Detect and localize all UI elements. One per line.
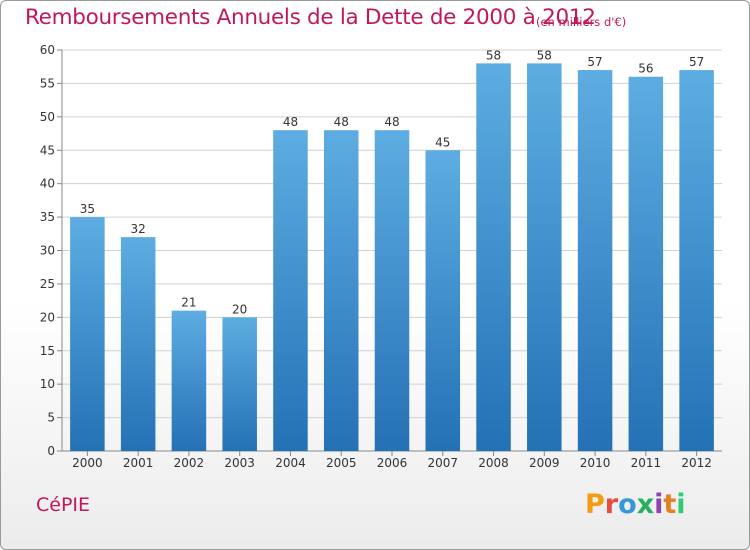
x-tick-label: 2010 — [580, 456, 611, 470]
x-tick-label: 2012 — [681, 456, 712, 470]
x-tick-label: 2009 — [529, 456, 560, 470]
chart-title: Remboursements Annuels de la Dette de 20… — [25, 5, 596, 30]
bar-value-label: 20 — [232, 302, 247, 316]
bar — [273, 130, 308, 451]
x-tick-label: 2003 — [224, 456, 255, 470]
y-tick-label: 5 — [47, 411, 55, 425]
bar-value-label: 58 — [537, 48, 552, 62]
y-tick-label: 50 — [40, 110, 55, 124]
bar-value-label: 35 — [80, 202, 95, 216]
bar — [323, 130, 359, 451]
bars — [70, 63, 714, 452]
x-tick-label: 2008 — [478, 456, 509, 470]
data-labels: 35 32 21 20 48 48 48 45 58 58 57 56 57 — [80, 48, 705, 316]
bar-value-label: 32 — [131, 222, 146, 236]
bar-value-label: 56 — [638, 62, 653, 76]
bar-value-label: 48 — [384, 115, 399, 129]
bar — [222, 317, 257, 451]
x-tick-label: 2005 — [326, 456, 357, 470]
bar-value-label: 57 — [689, 55, 704, 69]
y-tick-label: 45 — [40, 143, 55, 157]
x-tick-label: 2000 — [72, 456, 103, 470]
x-tick-label: 2007 — [427, 456, 458, 470]
bar — [527, 63, 562, 451]
logo-letter: P — [585, 489, 605, 520]
y-tick-label: 60 — [40, 43, 55, 57]
bar-value-label: 21 — [181, 296, 196, 310]
y-tick-label: 30 — [40, 244, 55, 258]
y-tick-label: 20 — [40, 310, 55, 324]
bar — [171, 310, 207, 451]
bar-value-label: 57 — [587, 55, 602, 69]
bar-value-label: 45 — [435, 135, 450, 149]
logo-letter: x — [636, 489, 655, 520]
y-tick-label: 35 — [40, 210, 55, 224]
x-tick-label: 2004 — [275, 456, 306, 470]
bar — [374, 130, 410, 451]
proxiti-logo: Proxiti — [585, 489, 686, 520]
bar — [577, 70, 613, 452]
logo-letter: t — [663, 489, 677, 520]
bar — [120, 237, 156, 451]
y-tick-label: 10 — [40, 377, 55, 391]
x-tick-label: 2001 — [123, 456, 154, 470]
y-tick-label: 25 — [40, 277, 55, 291]
y-tick-label: 15 — [40, 344, 55, 358]
logo-letter: i — [654, 489, 664, 520]
y-tick-label: 55 — [40, 76, 55, 90]
bar — [476, 63, 511, 451]
y-tick-label: 40 — [40, 177, 55, 191]
x-tick-label: 2002 — [174, 456, 205, 470]
axes: 0 5 10 15 20 25 30 35 40 45 50 55 60 2000 2001 2002 2003… — [40, 43, 722, 470]
x-tick-label: 2011 — [631, 456, 662, 470]
bar-value-label: 48 — [334, 115, 349, 129]
bar — [628, 76, 664, 451]
bar-value-label: 48 — [283, 115, 298, 129]
x-tick-label: 2006 — [377, 456, 408, 470]
logo-letter: i — [676, 489, 686, 520]
bar — [679, 70, 714, 452]
bar — [70, 217, 105, 451]
chart-title-unit: (en milliers d'€) — [536, 15, 627, 29]
logo-letter: r — [604, 489, 619, 520]
bar-value-label: 58 — [486, 48, 501, 62]
bar — [425, 150, 461, 451]
logo-letter: o — [618, 489, 637, 520]
commune-name: CéPIE — [36, 494, 91, 516]
y-tick-label: 0 — [47, 444, 55, 458]
